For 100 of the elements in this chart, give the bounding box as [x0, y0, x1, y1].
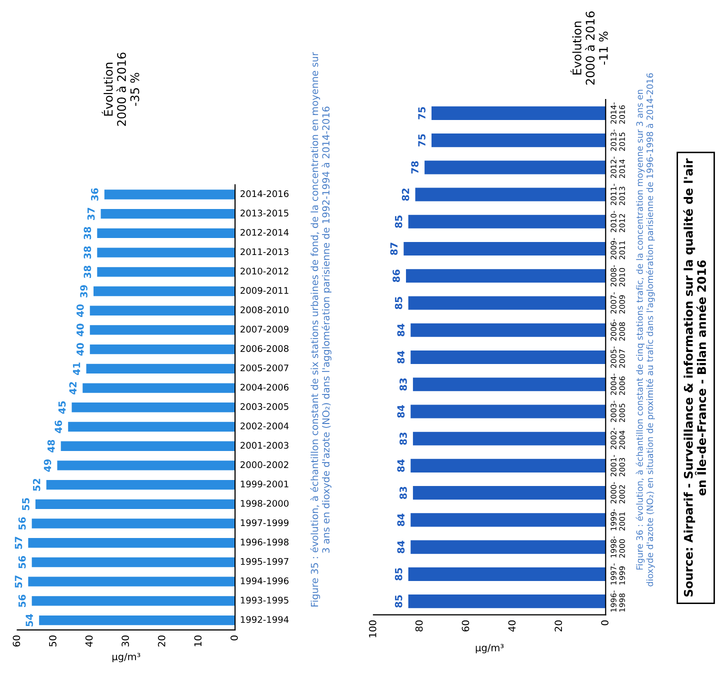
x-tick-label: 10 [194, 635, 202, 646]
data-label: 84 [397, 324, 405, 336]
data-label: 36 [90, 188, 98, 201]
data-label: 83 [400, 378, 407, 391]
data-label: 49 [44, 459, 52, 472]
y-tick-label: 2007-2009 [240, 326, 288, 333]
data-label: 56 [18, 556, 26, 568]
data-label: 87 [390, 242, 398, 255]
data-label: 37 [87, 208, 95, 220]
data-label: 82 [402, 188, 410, 201]
data-label: 85 [394, 595, 402, 608]
data-label: 38 [84, 246, 92, 259]
data-label: 78 [411, 161, 419, 174]
bar [60, 441, 236, 451]
bar [94, 286, 236, 296]
data-label: 83 [400, 486, 407, 500]
y-tick-label: 2014-2016 [240, 190, 289, 198]
data-label: 41 [72, 362, 80, 376]
data-label: 48 [47, 440, 55, 452]
x-tick-label: 60 [462, 620, 470, 632]
data-label: 39 [80, 285, 88, 298]
data-label: 75 [418, 134, 426, 146]
data-label: 40 [76, 324, 84, 336]
data-label: 56 [18, 517, 26, 530]
bar [100, 208, 236, 219]
y-tick-label: 1995-1997 [240, 558, 288, 565]
y-tick-label: 2006-2008 [240, 345, 288, 352]
bar [32, 596, 236, 606]
y-tick-label: 2013-2015 [240, 210, 288, 216]
y-tick-label: 2005-2007 [240, 364, 288, 372]
y-tick-label: 2000-2002 [240, 461, 288, 468]
x-tick-label: 30 [122, 635, 129, 646]
data-label: 54 [26, 614, 34, 626]
bar [90, 325, 236, 335]
bar [97, 228, 236, 238]
y-tick-label: 2009-2011 [240, 287, 288, 294]
x-tick-label: 80 [415, 620, 423, 632]
data-label: 45 [58, 401, 66, 414]
text: Évolution 2000 à 2016 -11 % [570, 11, 608, 85]
y-tick-label: 2002-2004 [240, 422, 289, 430]
bar [35, 499, 236, 510]
caption: Figure 36 : évolution, à échantillon constant de cinq stations trafic, de la concentration moyenne sur 3 ans en dioxyde d'azote (NO₂) en situation de proximité au trafic dans l'agglomération parisienne de 1996-1998 à 2014-2016 [636, 73, 655, 586]
bar [82, 383, 236, 393]
y-tick-label: 2003-2005 [240, 403, 288, 410]
x-tick-label: 20 [158, 635, 166, 646]
y-tick-label: 1999-2001 [240, 480, 288, 488]
data-label: 46 [54, 420, 62, 434]
data-label: 75 [418, 107, 426, 120]
caption: Figure 35 : évolution, à échantillon constant de six stations urbaines de fond, de la concentration en moyenne sur 3 ans en dioxyde d'azote (NO₂) dans l'agglomération parisienne de 1992-1994 à 2014-2016 [310, 52, 332, 606]
bar [28, 538, 236, 548]
bar [90, 306, 236, 316]
bar [68, 422, 236, 432]
data-label: 57 [14, 536, 22, 549]
data-label: 40 [76, 343, 84, 356]
x-axis-title: µg/m³ [476, 644, 504, 654]
y-tick-label: 2011-2013 [240, 248, 288, 256]
data-label: 55 [22, 498, 30, 510]
y-tick-label: 1992-1994 [240, 616, 289, 623]
y-tick-label: 2008-2010 [240, 306, 289, 314]
bar [28, 576, 236, 586]
data-label: 86 [392, 270, 400, 282]
bar [39, 615, 236, 626]
y-tick-label: 1997-1999 [240, 519, 288, 526]
x-tick-label: 40 [508, 620, 516, 632]
data-label: 85 [394, 568, 402, 580]
bar [86, 364, 236, 374]
y-tick-label: 2001-2003 [240, 442, 288, 449]
data-label: 52 [32, 478, 40, 491]
x-tick-label: 100 [368, 620, 376, 638]
data-label: 84 [397, 350, 405, 364]
bar [97, 248, 236, 258]
data-label: 56 [18, 594, 26, 607]
x-axis-title: µg/m³ [112, 652, 140, 662]
x-tick-label: 20 [554, 620, 562, 632]
x-tick-label: 0 [230, 635, 238, 640]
bar [72, 402, 236, 412]
bar [90, 344, 236, 354]
y-tick-label: 1996-1998 [240, 538, 288, 546]
bar [104, 190, 236, 200]
data-label: 38 [84, 266, 92, 278]
bar [32, 557, 236, 568]
bar [32, 518, 236, 528]
bar [97, 267, 236, 277]
text: Évolution 2000 à 2016 -35 % [102, 52, 140, 126]
x-tick-label: 40 [85, 635, 93, 647]
data-label: 85 [394, 296, 402, 310]
y-tick-label: 2012-2014 [240, 228, 289, 236]
y-tick-label: 1994-1996 [240, 577, 289, 584]
y-tick-label: 1998-2000 [240, 500, 289, 507]
data-label: 38 [84, 227, 92, 240]
bar [57, 460, 236, 470]
data-label: 42 [69, 382, 76, 394]
x-tick-label: 60 [12, 635, 20, 647]
data-label: 85 [394, 216, 402, 228]
data-label: 84 [397, 514, 405, 526]
y-tick-label: 2004-2006 [240, 384, 289, 391]
data-label: 84 [397, 405, 405, 418]
data-label: 83 [400, 432, 407, 445]
bar [46, 480, 236, 490]
data-label: 84 [397, 459, 405, 472]
